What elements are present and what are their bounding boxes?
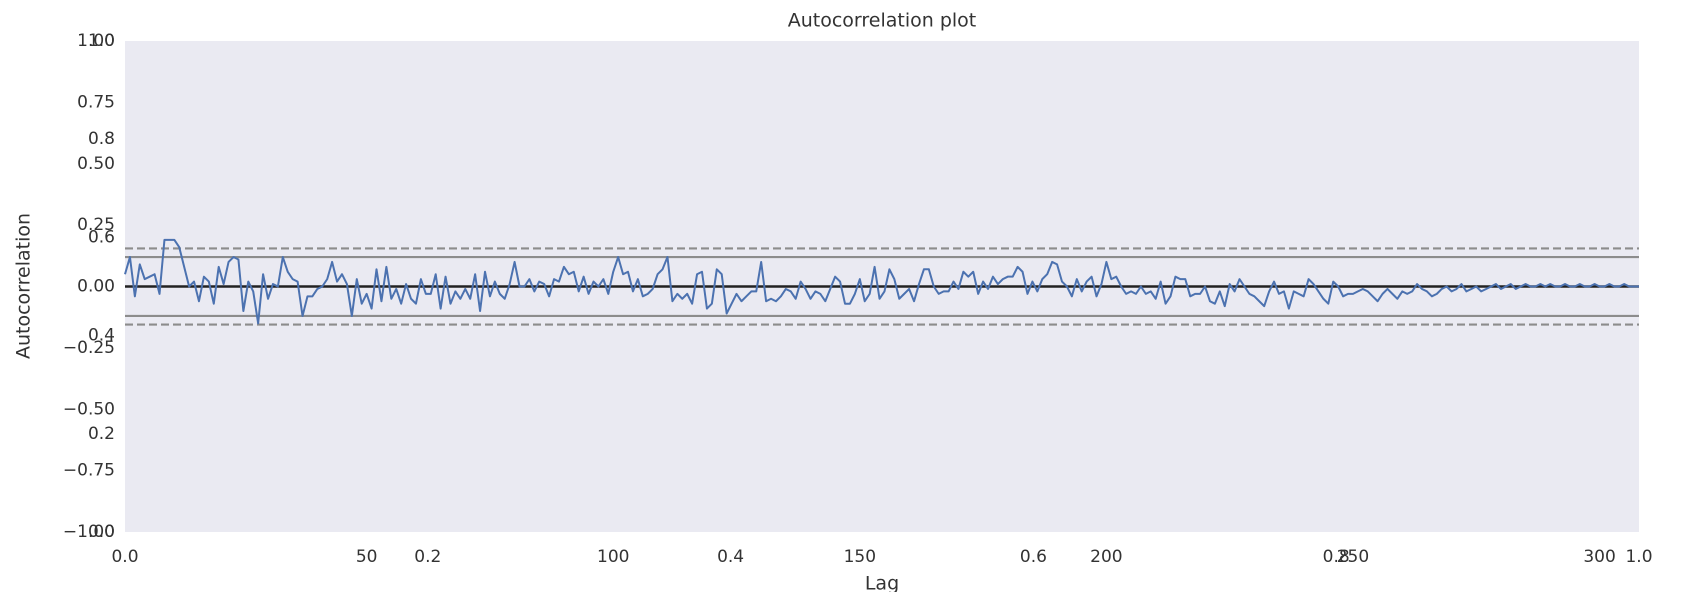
y-tick-label: 0.00	[77, 277, 115, 297]
overlay-y-tick-label: 0.6	[88, 227, 115, 247]
chart-title: Autocorrelation plot	[788, 10, 977, 32]
overlay-y-tick-label: 0.0	[88, 522, 115, 542]
y-tick-label: 1.00	[77, 31, 115, 51]
autocorrelation-line	[124, 238, 1639, 325]
overlay-x-tick-label: 0.4	[717, 547, 744, 567]
y-tick-label: 0.25	[77, 215, 115, 235]
y-axis-label: Autocorrelation	[13, 213, 35, 359]
overlay-x-tick-label: 0.8	[1323, 547, 1350, 567]
y-tick-label: 0.50	[77, 154, 115, 174]
y-tick-label: 0.75	[77, 92, 115, 112]
x-tick-label: 300	[1583, 547, 1615, 567]
x-tick-label: 250	[1337, 547, 1369, 567]
overlay-x-tick-label: 0.0	[111, 547, 138, 567]
x-tick-label: 150	[844, 547, 876, 567]
overlay-x-tick-label: 0.6	[1020, 547, 1047, 567]
y-tick-label: −0.50	[63, 399, 115, 419]
x-axis-label: Lag	[865, 573, 899, 592]
y-tick-label: −1.00	[63, 522, 115, 542]
overlay-y-tick-label: 0.8	[88, 129, 115, 149]
y-tick-label: −0.25	[63, 338, 115, 358]
x-tick-label: 100	[597, 547, 629, 567]
overlay-y-tick-label: 1.0	[88, 31, 115, 51]
y-tick-label: −0.75	[63, 461, 115, 481]
overlay-y-tick-label: 0.4	[88, 326, 115, 346]
overlay-y-tick-label: 0.2	[88, 424, 115, 444]
overlay-x-tick-label: 1.0	[1625, 547, 1652, 567]
overlay-x-tick-label: 0.2	[414, 547, 441, 567]
x-tick-label: 50	[356, 547, 378, 567]
x-tick-label: 200	[1090, 547, 1122, 567]
